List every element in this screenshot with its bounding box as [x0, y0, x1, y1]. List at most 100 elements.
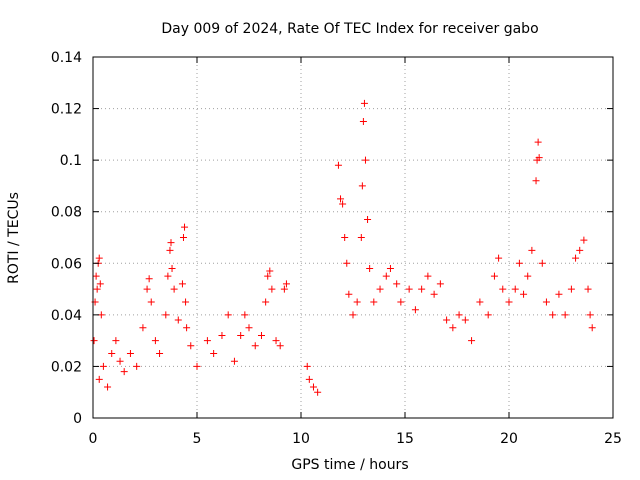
data-point-marker [339, 200, 347, 208]
data-point-marker [535, 154, 543, 162]
data-point-marker [520, 290, 528, 298]
data-point-marker [495, 254, 503, 262]
data-point-marker [93, 285, 101, 293]
data-point-marker [499, 285, 507, 293]
x-tick-label: 10 [292, 431, 310, 447]
data-point-marker [588, 324, 596, 332]
data-point-marker [210, 350, 218, 358]
data-point-marker [280, 285, 288, 293]
data-point-marker [174, 316, 182, 324]
x-tick-label: 20 [500, 431, 518, 447]
axis-ticks [92, 56, 614, 419]
data-point-marker [580, 236, 588, 244]
data-point-marker [264, 272, 272, 280]
data-point-marker [156, 350, 164, 358]
y-axis-label: ROTI / TECUs [6, 192, 22, 284]
data-points [90, 99, 596, 396]
data-point-marker [241, 311, 249, 319]
data-point-marker [108, 350, 116, 358]
data-point-marker [203, 337, 211, 345]
data-point-marker [237, 331, 245, 339]
data-point-marker [337, 195, 345, 203]
data-point-marker [303, 362, 311, 370]
data-point-marker [143, 285, 151, 293]
data-point-marker [251, 342, 259, 350]
data-point-marker [139, 324, 147, 332]
y-tick-label: 0.08 [51, 205, 82, 221]
data-point-marker [555, 290, 563, 298]
data-point-marker [181, 223, 189, 231]
data-point-marker [576, 246, 584, 254]
data-point-marker [147, 298, 155, 306]
data-point-marker [515, 259, 523, 267]
chart-title: Day 009 of 2024, Rate Of TEC Index for r… [161, 21, 538, 37]
data-point-marker [257, 331, 265, 339]
data-point-marker [224, 311, 232, 319]
data-point-marker [572, 254, 580, 262]
x-tick-label: 15 [396, 431, 414, 447]
data-point-marker [230, 357, 238, 365]
data-point-marker [126, 350, 134, 358]
data-point-marker [96, 280, 104, 288]
data-point-marker [528, 246, 536, 254]
data-point-marker [586, 311, 594, 319]
y-tick-labels: 0 0.02 0.04 0.06 0.08 0.1 0.12 0.14 [51, 50, 82, 427]
data-point-marker [309, 383, 317, 391]
data-point-marker [182, 298, 190, 306]
x-tick-labels: 0 5 10 15 20 25 [89, 431, 622, 447]
data-point-marker [386, 264, 394, 272]
y-tick-label: 0.12 [51, 102, 82, 118]
data-point-marker [345, 290, 353, 298]
data-point-marker [170, 285, 178, 293]
data-point-marker [370, 298, 378, 306]
data-point-marker [341, 234, 349, 241]
data-point-marker [532, 177, 540, 185]
data-point-marker [262, 298, 270, 306]
y-tick-label: 0.06 [51, 256, 82, 272]
x-axis-label: GPS time / hours [291, 457, 408, 473]
data-point-marker [166, 246, 174, 254]
data-point-marker [90, 337, 98, 345]
data-point-marker [538, 259, 546, 267]
data-point-marker [164, 272, 172, 280]
data-point-marker [282, 280, 290, 288]
x-tick-label: 5 [193, 431, 202, 447]
data-point-marker [524, 272, 532, 280]
data-point-marker [476, 298, 484, 306]
data-point-marker [357, 234, 365, 241]
data-point-marker [268, 285, 276, 293]
data-point-marker [490, 272, 498, 280]
data-point-marker [561, 311, 569, 319]
data-point-marker [584, 285, 592, 293]
data-point-marker [245, 324, 253, 332]
data-point-marker [443, 316, 451, 324]
data-point-marker [418, 285, 426, 293]
data-point-marker [449, 324, 457, 332]
data-point-marker [397, 298, 405, 306]
data-point-marker [468, 337, 476, 345]
data-point-marker [193, 362, 201, 370]
data-point-marker [505, 298, 513, 306]
data-point-marker [542, 298, 550, 306]
x-tick-label: 0 [89, 431, 98, 447]
data-point-marker [133, 362, 141, 370]
data-point-marker [276, 342, 284, 350]
y-tick-label: 0.1 [60, 153, 82, 169]
data-point-marker [162, 311, 170, 319]
y-tick-label: 0.14 [51, 50, 82, 66]
data-point-marker [179, 234, 187, 241]
y-tick-label: 0 [73, 411, 82, 427]
data-point-marker [104, 383, 112, 391]
data-point-marker [314, 388, 322, 396]
data-point-marker [272, 337, 280, 345]
y-tick-label: 0.04 [51, 308, 82, 324]
data-point-marker [484, 311, 492, 319]
data-point-marker [178, 280, 186, 288]
data-point-marker [187, 342, 195, 350]
data-point-marker [358, 182, 366, 190]
data-point-marker [266, 267, 274, 275]
data-point-marker [183, 324, 191, 332]
data-point-marker [99, 362, 107, 370]
data-point-marker [334, 161, 342, 169]
